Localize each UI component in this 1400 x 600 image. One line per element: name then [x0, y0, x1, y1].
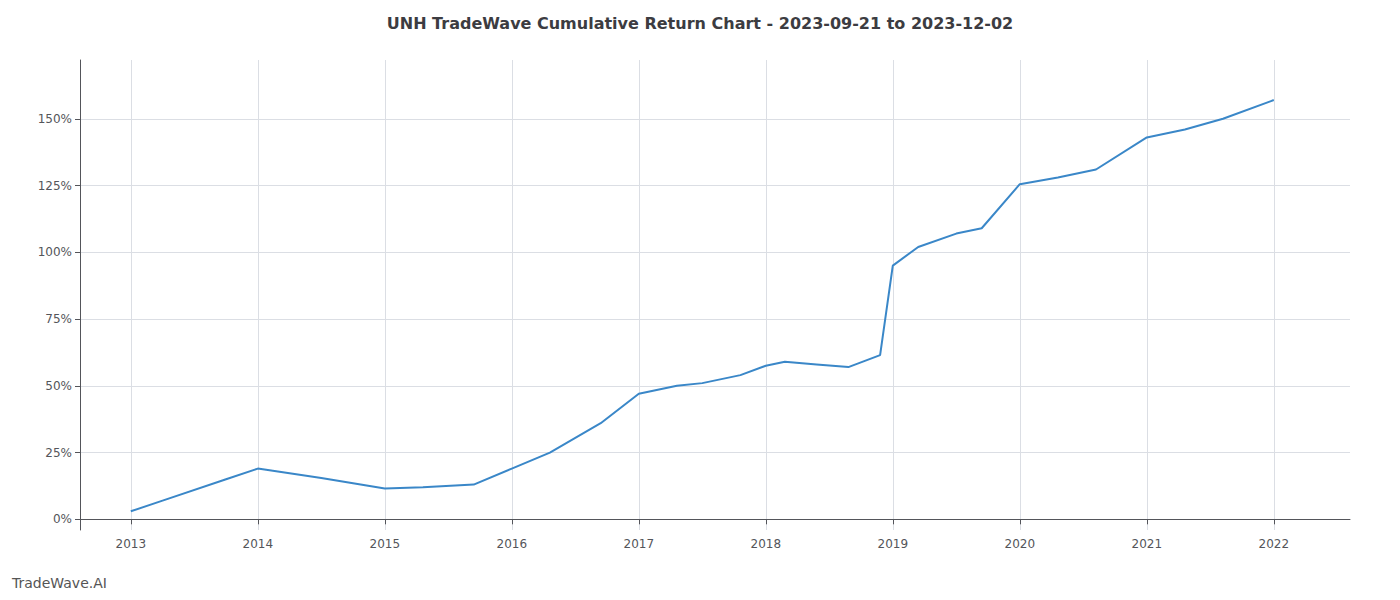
svg-text:125%: 125%	[38, 179, 72, 193]
svg-text:2016: 2016	[497, 537, 528, 551]
svg-text:2020: 2020	[1005, 537, 1036, 551]
svg-text:2013: 2013	[116, 537, 147, 551]
svg-text:2022: 2022	[1259, 537, 1290, 551]
svg-text:100%: 100%	[38, 245, 72, 259]
svg-text:75%: 75%	[45, 312, 72, 326]
svg-text:2021: 2021	[1132, 537, 1163, 551]
svg-text:UNH TradeWave Cumulative Retur: UNH TradeWave Cumulative Return Chart - …	[387, 14, 1013, 33]
svg-text:50%: 50%	[45, 379, 72, 393]
svg-text:2015: 2015	[370, 537, 401, 551]
svg-text:0%: 0%	[53, 512, 72, 526]
svg-text:2014: 2014	[243, 537, 274, 551]
svg-text:2018: 2018	[751, 537, 782, 551]
svg-text:TradeWave.AI: TradeWave.AI	[11, 575, 107, 591]
svg-text:25%: 25%	[45, 446, 72, 460]
svg-text:2019: 2019	[878, 537, 909, 551]
svg-text:150%: 150%	[38, 112, 72, 126]
svg-text:2017: 2017	[624, 537, 655, 551]
